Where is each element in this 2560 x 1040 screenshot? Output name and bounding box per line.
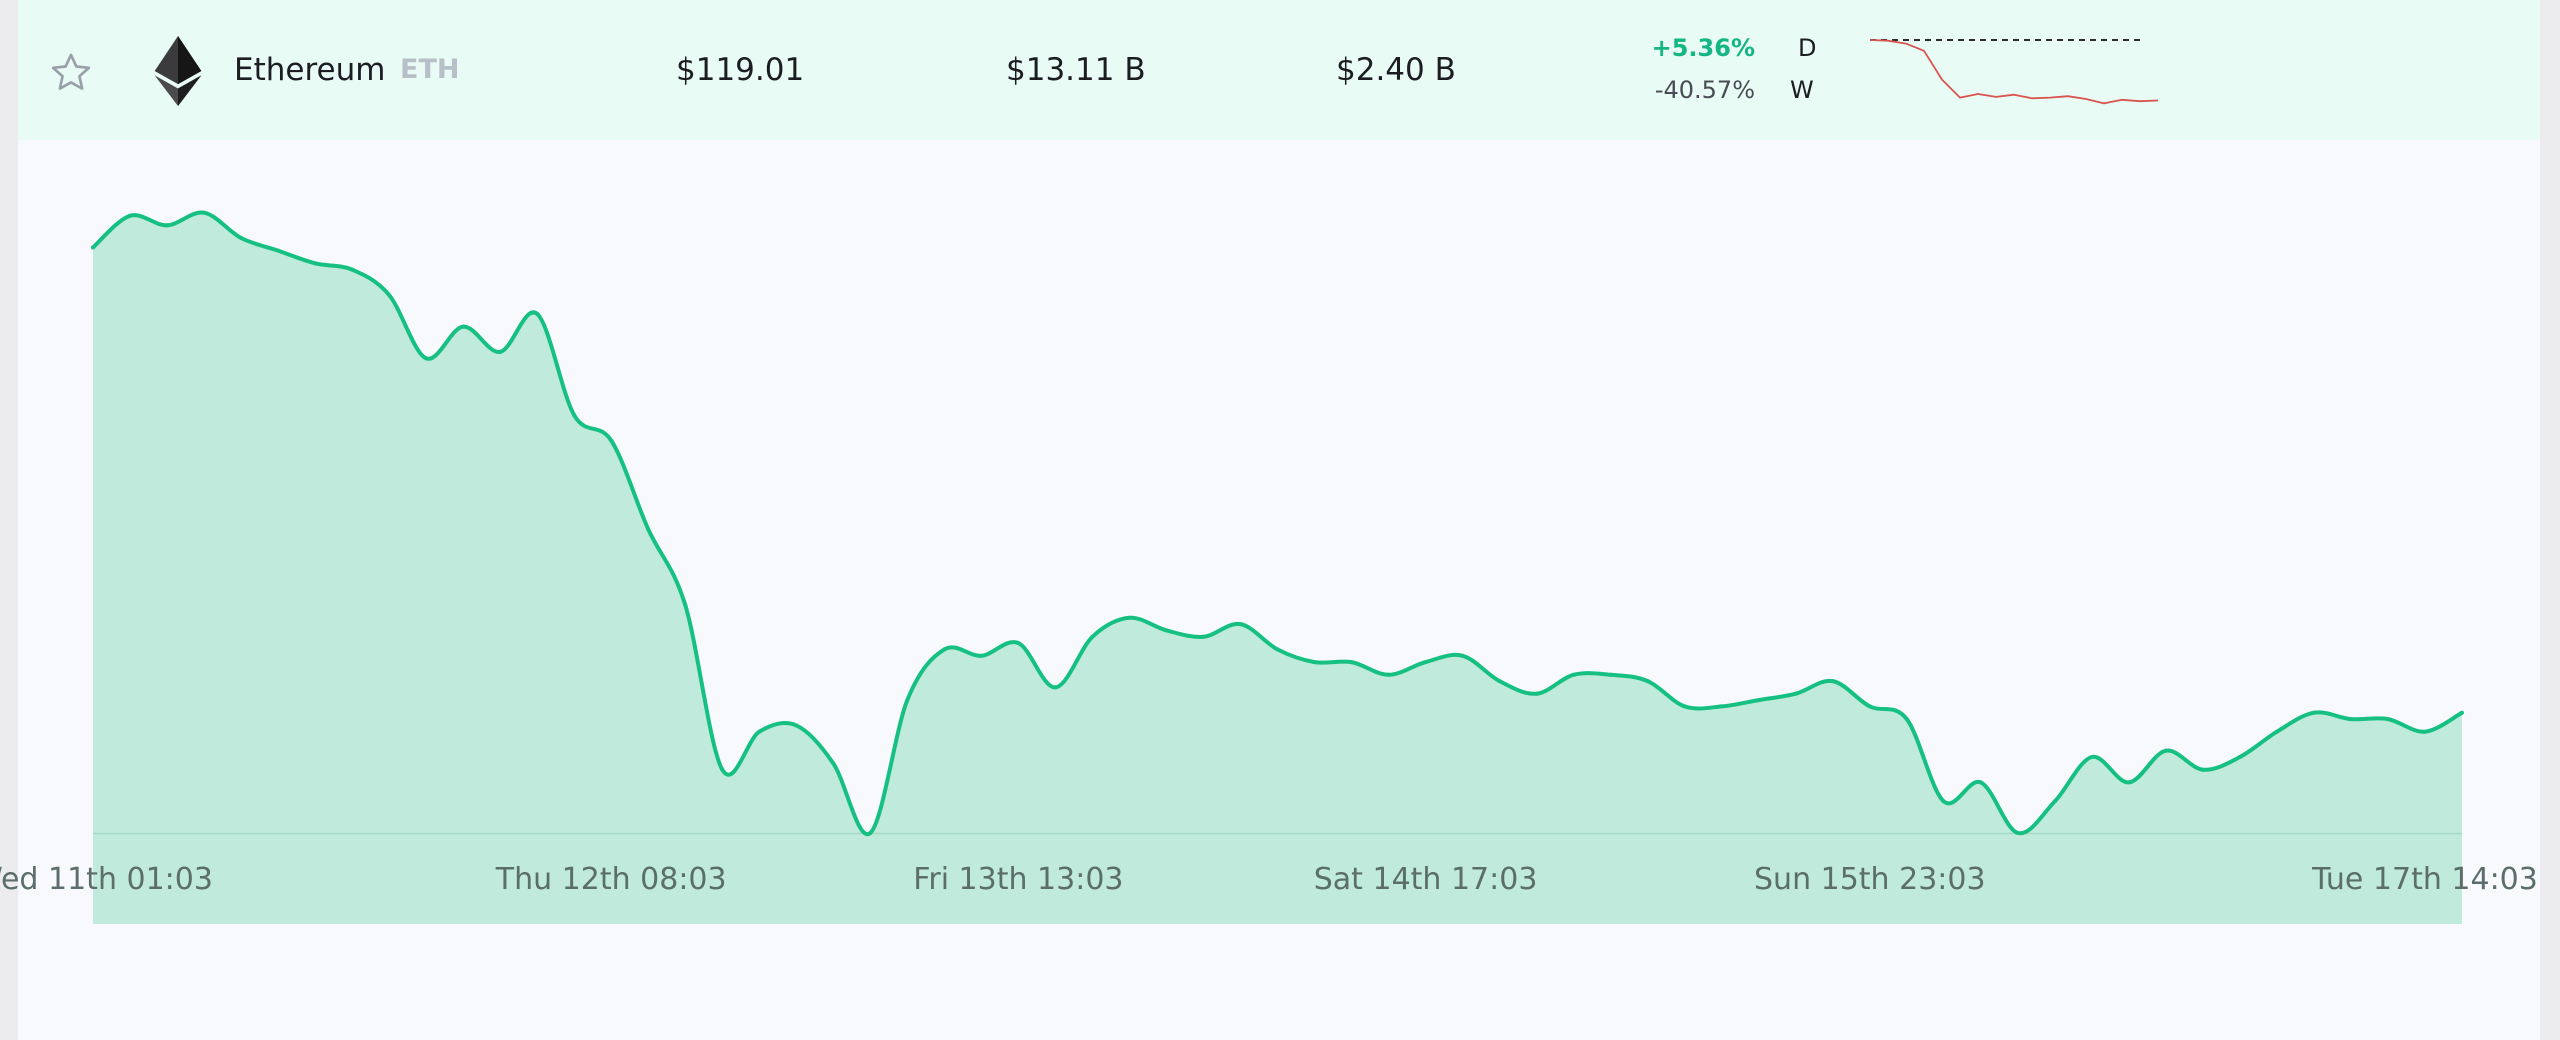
price-point xyxy=(1793,691,1798,696)
price-point xyxy=(1423,660,1428,665)
price-point xyxy=(91,245,95,250)
price-point xyxy=(535,311,540,316)
day-change-value: +5.36% xyxy=(1651,34,1755,62)
price-point xyxy=(165,223,169,228)
price-point xyxy=(868,831,873,835)
coin-price: $119.01 xyxy=(676,52,805,88)
price-point xyxy=(276,248,281,253)
price-point xyxy=(1904,717,1909,722)
price-point xyxy=(1090,634,1095,639)
day-change-label: D xyxy=(1798,34,1817,62)
price-point xyxy=(905,698,910,703)
price-point xyxy=(2423,729,2427,734)
price-point xyxy=(831,761,836,766)
price-point xyxy=(1497,679,1502,684)
price-point xyxy=(461,324,466,329)
price-area-fill xyxy=(93,212,2462,924)
x-tick-label: Thu 12th 08:03 xyxy=(495,862,727,897)
x-tick-label: Wed 11th 01:03 xyxy=(0,862,213,897)
price-point xyxy=(1756,698,1761,703)
price-point xyxy=(1941,799,1946,804)
price-point xyxy=(1571,672,1576,677)
week-change-label: W xyxy=(1790,76,1814,104)
price-point xyxy=(202,210,206,215)
price-point xyxy=(2200,767,2205,772)
coin-symbol: ETH xyxy=(400,54,460,85)
price-point xyxy=(2089,755,2094,759)
price-point xyxy=(683,603,688,608)
price-point xyxy=(1349,660,1354,665)
price-point xyxy=(2349,717,2353,722)
x-tick-label: Fri 13th 13:03 xyxy=(913,862,1123,897)
price-point xyxy=(1682,704,1687,709)
price-point xyxy=(1719,704,1724,709)
price-point xyxy=(609,438,614,443)
x-tick-label: Tue 17th 14:03 xyxy=(2311,862,2538,897)
coin-name[interactable]: Ethereum xyxy=(234,52,386,88)
ethereum-diamond-icon xyxy=(154,36,202,106)
price-point xyxy=(1164,628,1169,633)
price-point xyxy=(1645,679,1650,684)
price-point xyxy=(350,267,355,272)
price-point xyxy=(1867,704,1872,709)
price-point xyxy=(1275,647,1280,652)
volume-value: $2.40 B xyxy=(1336,52,1456,88)
coin-row[interactable]: Ethereum ETH $119.01 $13.11 B $2.40 B +5… xyxy=(18,0,2540,140)
price-point xyxy=(498,349,503,354)
price-point xyxy=(1830,679,1835,684)
week-sparkline xyxy=(1869,39,2159,105)
price-point xyxy=(387,293,392,297)
price-point xyxy=(1608,672,1613,677)
price-point xyxy=(646,527,651,532)
price-point xyxy=(239,236,244,240)
price-point xyxy=(2311,710,2316,715)
price-point xyxy=(757,729,762,734)
market-cap-value: $13.11 B xyxy=(1006,52,1146,88)
price-point xyxy=(2460,710,2464,715)
price-point xyxy=(2052,799,2057,804)
price-point xyxy=(1386,672,1391,677)
price-point xyxy=(313,261,318,266)
price-point xyxy=(2015,831,2020,835)
price-point xyxy=(2274,729,2279,734)
price-point xyxy=(720,767,725,772)
price-point xyxy=(1127,615,1132,620)
sparkline-line xyxy=(1869,39,2159,105)
week-change-value: -40.57% xyxy=(1654,76,1755,104)
x-tick-label: Sat 14th 17:03 xyxy=(1314,862,1538,897)
price-point xyxy=(128,213,132,218)
price-point xyxy=(1460,653,1465,658)
price-point xyxy=(942,647,947,652)
price-point xyxy=(1534,691,1539,696)
price-point xyxy=(2386,717,2390,722)
price-point xyxy=(1238,622,1243,627)
x-axis-ticks: Wed 11th 01:03 Thu 12th 08:03 Fri 13th 13:… xyxy=(0,862,2538,897)
price-point xyxy=(1312,660,1317,665)
x-tick-label: Sun 15th 23:03 xyxy=(1754,862,1986,897)
price-point xyxy=(1978,780,1983,785)
price-point xyxy=(794,723,799,728)
price-point xyxy=(979,653,984,658)
price-point xyxy=(424,356,429,361)
price-point xyxy=(572,413,577,418)
price-point xyxy=(1053,685,1058,690)
price-point xyxy=(2237,755,2242,759)
price-point xyxy=(2126,780,2131,785)
price-point xyxy=(2163,748,2168,753)
price-point xyxy=(1201,634,1206,639)
star-outline-icon[interactable] xyxy=(48,50,94,96)
price-point xyxy=(1016,641,1021,646)
